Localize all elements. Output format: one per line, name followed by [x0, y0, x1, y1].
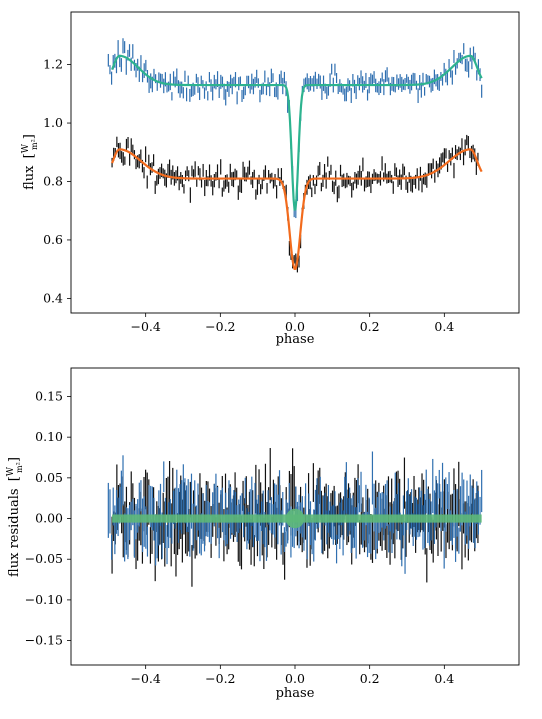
bottom-y-axis-label-main: flux residuals: [7, 488, 22, 577]
top-x-tick-label: 0.4: [434, 319, 454, 334]
top-model-curve: [111, 148, 483, 270]
top-panel: −0.4 −0.2 0.0 0.2 0.4 0.40.60.81.01.2 phase …: [21, 11, 520, 347]
bottom-data-layer: [107, 448, 483, 587]
top-y-axis-label: flux [Wm²]: [21, 134, 39, 190]
top-x-tick-label: 0.2: [360, 319, 380, 334]
top-x-tick-label: 0.0: [285, 319, 305, 334]
top-y-tick-label: 1.2: [43, 57, 63, 72]
bottom-y-tick-label: 0.00: [35, 511, 63, 526]
bottom-y-ticks: −0.15 −0.10 −0.05 0.00 0.05 0.10 0.15: [25, 388, 71, 648]
top-model-curve: [111, 54, 483, 211]
bottom-y-tick-label: −0.10: [25, 592, 63, 607]
bottom-series-2-zero_band: [112, 508, 482, 529]
top-y-axis-unit-den: m²: [30, 139, 39, 150]
top-series-0-errorbar: [107, 38, 483, 219]
top-x-axis-label: phase: [276, 332, 315, 347]
bottom-x-tick-label: 0.4: [434, 671, 454, 686]
bottom-x-tick-label: −0.4: [130, 671, 160, 686]
svg-text:flux residuals [Wm²]: flux residuals [Wm²]: [6, 457, 24, 577]
bottom-y-axis-unit-num: W: [6, 466, 16, 476]
top-y-axis-label-main: flux: [22, 165, 37, 190]
bottom-x-axis-label: phase: [276, 686, 315, 701]
bottom-y-tick-label: 0.05: [35, 470, 63, 485]
top-data-layer: [107, 38, 483, 273]
bottom-y-tick-label: 0.10: [35, 429, 63, 444]
top-y-tick-label: 0.8: [43, 173, 63, 188]
top-y-tick-label: 0.4: [43, 290, 63, 305]
bottom-y-tick-label: −0.15: [25, 633, 63, 648]
top-y-ticks: 0.4 0.6 0.8 1.0 1.2: [43, 57, 71, 305]
top-series-1-model_line: [111, 54, 483, 211]
top-series-3-model_line: [111, 148, 483, 270]
bottom-y-axis-unit-den: m²: [15, 462, 24, 473]
bottom-x-ticks: −0.4 −0.2 0.0 0.2 0.4: [130, 665, 454, 686]
bottom-x-tick-label: 0.2: [360, 671, 380, 686]
top-x-tick-label: −0.4: [130, 319, 160, 334]
bottom-y-tick-label: 0.15: [35, 388, 63, 403]
top-y-axis-unit-num: W: [21, 143, 31, 153]
bottom-y-tick-label: −0.05: [25, 551, 63, 566]
bottom-panel: −0.4 −0.2 0.0 0.2 0.4 −0.15 −0.10 −0.05 0.00 0.0…: [6, 367, 520, 701]
svg-text:flux [Wm²]: flux [Wm²]: [21, 134, 39, 190]
bottom-x-tick-label: 0.0: [285, 671, 305, 686]
top-y-tick-label: 1.0: [43, 115, 63, 130]
top-x-ticks: −0.4 −0.2 0.0 0.2 0.4: [130, 313, 454, 334]
top-y-tick-label: 0.6: [43, 232, 63, 247]
bottom-y-axis-label: flux residuals [Wm²]: [6, 457, 24, 577]
bottom-zero-band-bump: [285, 508, 305, 529]
top-x-tick-label: −0.2: [205, 319, 235, 334]
bottom-x-tick-label: −0.2: [205, 671, 235, 686]
